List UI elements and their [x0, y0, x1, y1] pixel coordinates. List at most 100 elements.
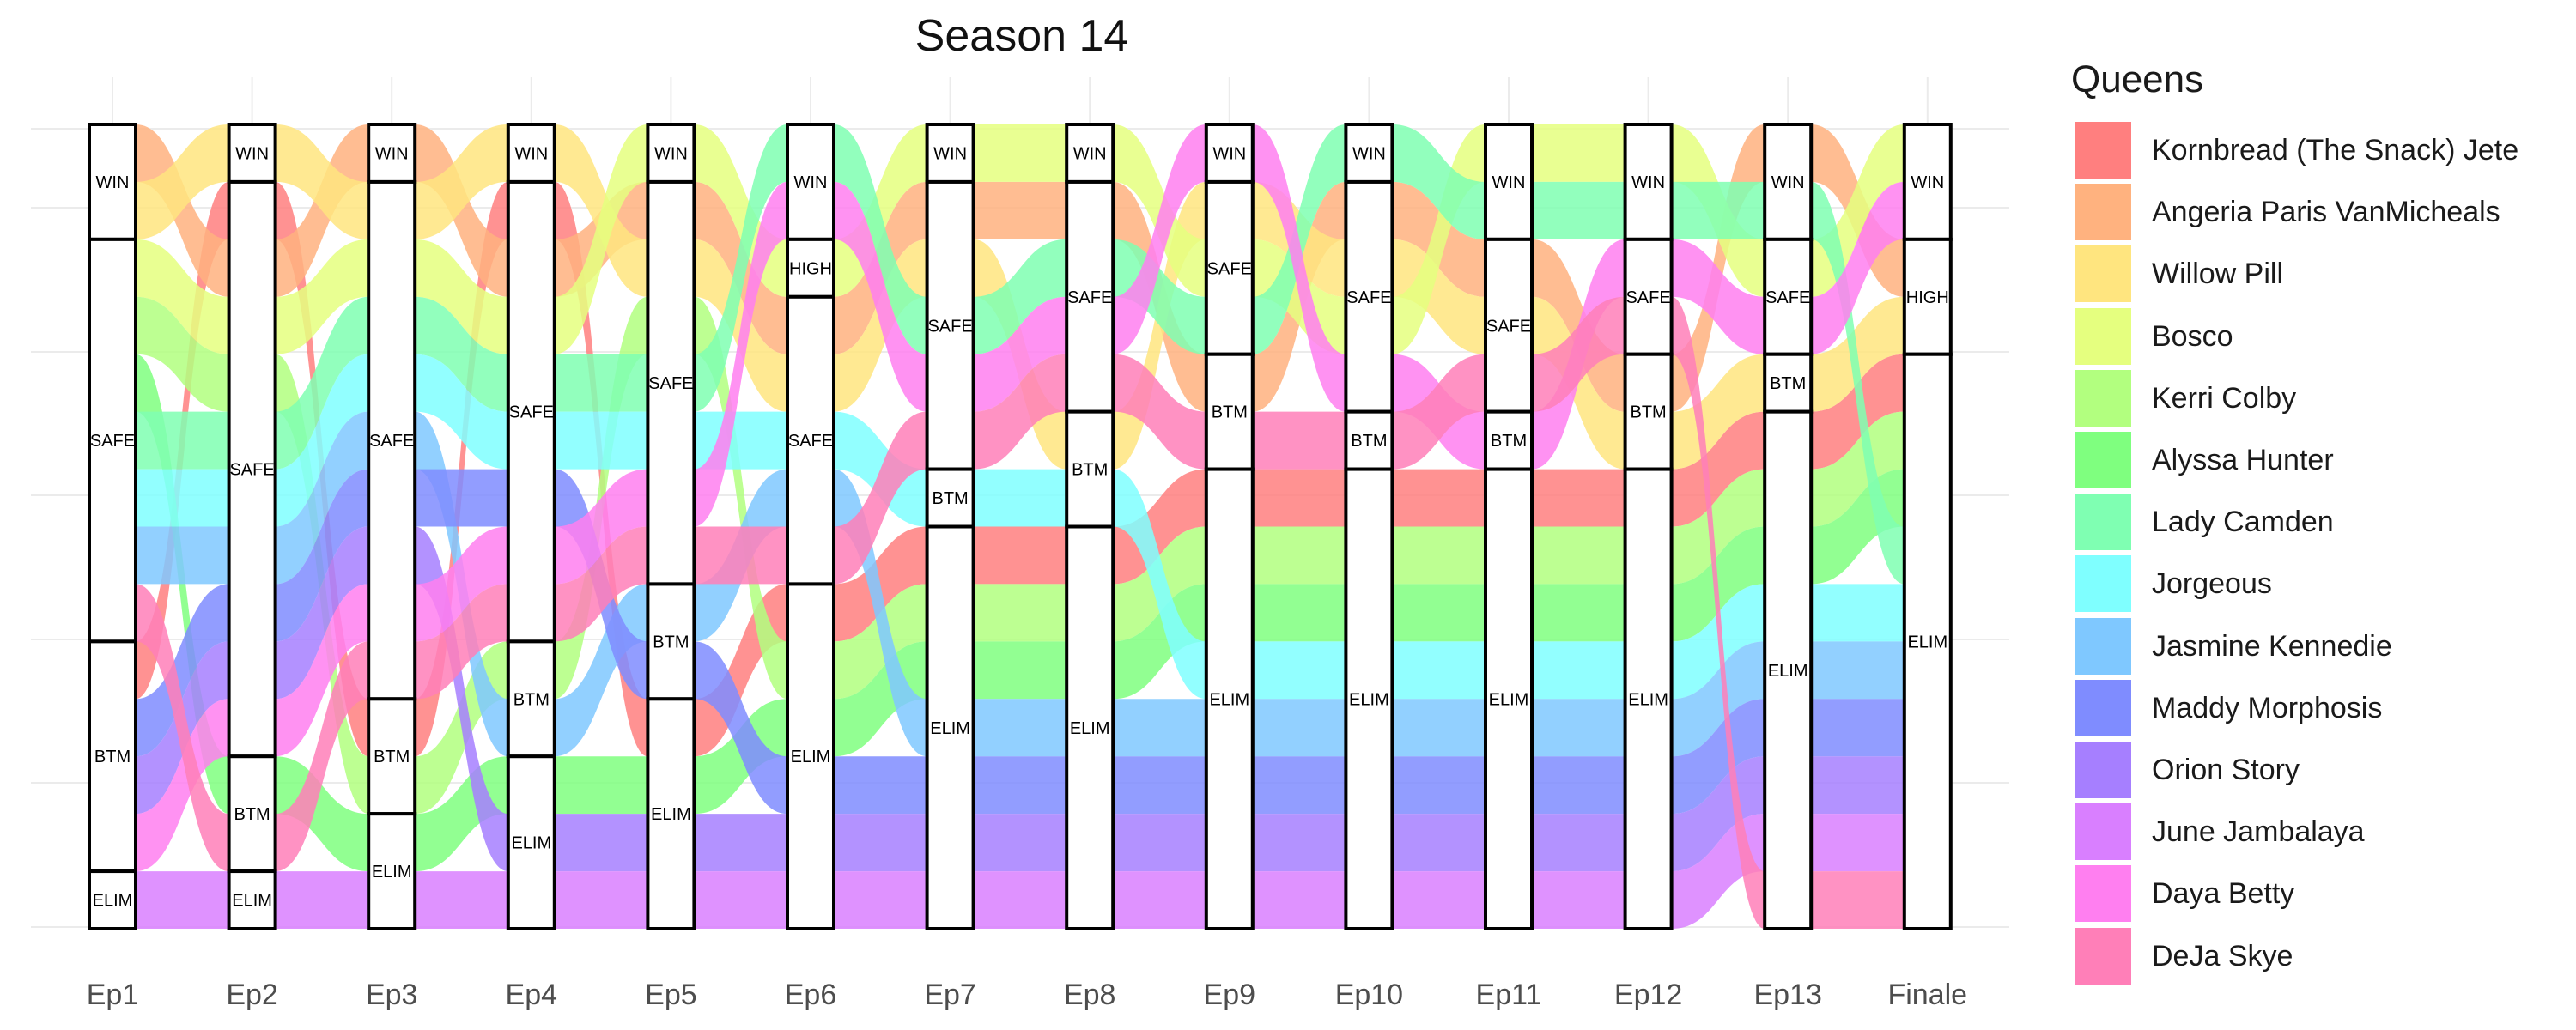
flow-band — [1252, 124, 1346, 412]
stratum-box — [367, 697, 417, 816]
flow-band — [554, 469, 648, 585]
stratum-label: SAFE — [509, 403, 554, 422]
legend-key — [2075, 865, 2131, 923]
flow-band — [1671, 411, 1765, 527]
flow-band — [1671, 641, 1765, 757]
legend-label: Kornbread (The Snack) Jete — [2152, 134, 2519, 167]
flow-band — [834, 814, 927, 872]
stratum-box — [1204, 467, 1255, 930]
flow-band — [694, 641, 787, 815]
flow-band — [1532, 469, 1625, 527]
stratum-label: WIN — [1771, 173, 1805, 192]
stratum-label: ELIM — [1209, 690, 1249, 709]
flow-band — [1392, 756, 1485, 815]
stratum-box — [506, 179, 556, 644]
stratum-box — [646, 697, 696, 930]
flow-band — [1252, 411, 1346, 470]
stratum-box — [786, 294, 835, 586]
legend-key — [2075, 245, 2131, 303]
flow-band — [973, 239, 1067, 354]
stratum-box — [925, 123, 975, 184]
stratum-box — [1763, 123, 1814, 241]
legend-title: Queens — [2071, 58, 2204, 100]
flow-band — [1252, 584, 1346, 642]
stratum-label: WIN — [1073, 144, 1107, 163]
stratum-box — [1065, 524, 1115, 930]
stratum-box — [1065, 123, 1115, 184]
stratum-box — [1344, 123, 1394, 184]
stratum-label: ELIM — [651, 805, 691, 824]
legend-key — [2075, 184, 2131, 241]
stratum-label: WIN — [933, 144, 967, 163]
stratum-box — [1484, 237, 1534, 414]
stratum-label: SAFE — [788, 432, 833, 451]
flow-band — [1113, 354, 1206, 470]
flow-band — [136, 584, 229, 757]
flow-band — [973, 526, 1067, 585]
flow-band — [973, 756, 1067, 815]
stratum-box — [1204, 123, 1255, 184]
flow-band — [275, 641, 369, 872]
stratum-label: BTM — [94, 748, 131, 766]
legend-label: Maddy Morphosis — [2152, 691, 2383, 724]
flow-band — [1811, 584, 1905, 642]
flow-band — [415, 584, 508, 700]
x-tick-label: Ep5 — [645, 978, 697, 1011]
stratum-box — [786, 582, 835, 931]
flow-band — [1532, 296, 1625, 412]
flow-band — [1252, 871, 1346, 929]
flow-band — [694, 871, 787, 929]
stratum-box — [646, 123, 696, 184]
stratum-label: WIN — [1631, 173, 1665, 192]
flow-band — [554, 756, 648, 815]
legend-key — [2075, 307, 2131, 365]
flow-band — [1252, 756, 1346, 815]
flow-band — [1671, 296, 1765, 929]
flow-band — [1671, 756, 1765, 872]
stratum-label: ELIM — [1628, 690, 1668, 709]
x-tick-label: Ep4 — [506, 978, 558, 1011]
flow-band — [136, 296, 229, 412]
flow-band — [973, 124, 1067, 182]
flow-band — [973, 181, 1067, 239]
flow-band — [1671, 239, 1765, 354]
legend-label: Jorgeous — [2152, 567, 2272, 601]
stratum-label: SAFE — [648, 374, 693, 393]
x-tick-label: Finale — [1887, 978, 1967, 1011]
flow-band — [136, 584, 229, 872]
stratum-box — [786, 237, 835, 299]
flow-band — [136, 699, 229, 872]
flow-band — [1671, 354, 1765, 470]
flow-band — [973, 469, 1067, 527]
legend-key — [2075, 369, 2131, 427]
x-tick-label: Ep13 — [1753, 978, 1821, 1011]
flow-band — [1113, 871, 1206, 929]
flow-band — [1532, 124, 1625, 182]
stratum-label: ELIM — [511, 834, 551, 853]
legend-label: Bosco — [2152, 319, 2233, 353]
flow-band — [415, 871, 508, 929]
stratum-label: ELIM — [1907, 633, 1947, 651]
flow-band — [694, 296, 787, 700]
stratum-box — [1204, 352, 1255, 471]
flow-band — [136, 411, 229, 470]
flow-band — [554, 354, 648, 412]
flow-band — [1532, 871, 1625, 929]
x-tick-label: Ep12 — [1614, 978, 1682, 1011]
stratum-box — [1763, 352, 1814, 414]
stratum-label: SAFE — [1625, 288, 1670, 307]
flow-band — [834, 124, 927, 354]
x-axis: Ep1 Ep2 Ep3 Ep4 Ep5 Ep6 Ep7 Ep8 Ep9 Ep10 Ep11 Ep12 E… — [87, 978, 1967, 1011]
stratum-label: BTM — [653, 633, 689, 651]
flow-band — [1113, 699, 1206, 757]
stratum-label: WIN — [1492, 173, 1526, 192]
stratum-label: SAFE — [1486, 317, 1531, 336]
stratum-label: WIN — [375, 144, 409, 163]
flow-band — [1811, 411, 1905, 527]
flow-band — [275, 354, 369, 527]
flow-band — [1392, 871, 1485, 929]
stratum-box — [88, 237, 137, 644]
stratum-label: WIN — [514, 144, 548, 163]
flow-band — [694, 181, 787, 527]
